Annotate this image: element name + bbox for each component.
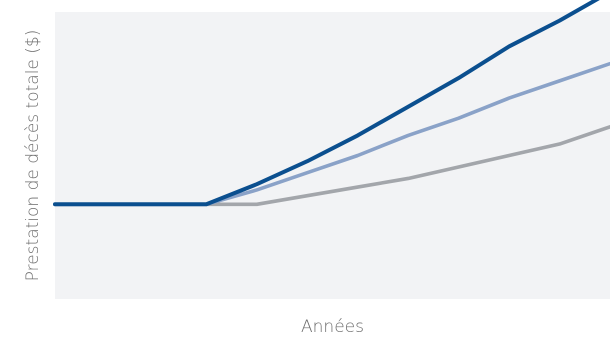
series-lines bbox=[53, 0, 610, 207]
series-line-1 bbox=[53, 0, 600, 207]
plot-background bbox=[55, 12, 610, 299]
x-axis-label: Années bbox=[301, 317, 364, 337]
y-axis-label: Prestation de décès totale ($) bbox=[23, 30, 43, 282]
